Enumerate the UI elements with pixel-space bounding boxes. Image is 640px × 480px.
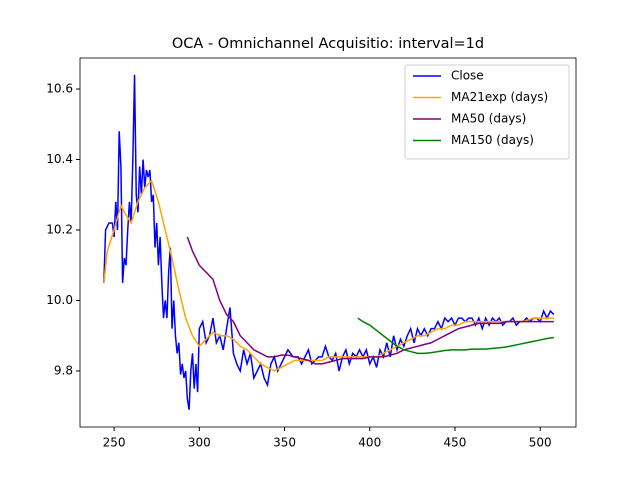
line-series — [186, 236, 554, 365]
x-tick-label: 300 — [188, 436, 211, 450]
legend-label: MA21exp (days) — [451, 90, 548, 104]
chart-title: OCA - Omnichannel Acquisitio: interval=1… — [172, 36, 484, 52]
x-tick-label: 500 — [529, 436, 552, 450]
legend-label: MA50 (days) — [451, 112, 526, 126]
x-tick-label: 250 — [103, 436, 126, 450]
plot-frame — [79, 57, 577, 428]
line-series — [103, 74, 555, 410]
x-tick-label: 400 — [358, 436, 381, 450]
x-tick-label: 450 — [444, 436, 467, 450]
y-tick-label: 10.2 — [46, 222, 73, 236]
y-tick-label: 10.0 — [46, 293, 73, 307]
line-series — [357, 317, 554, 355]
y-tick-label: 10.4 — [46, 152, 73, 166]
legend-box — [404, 64, 570, 160]
y-tick-label: 9.8 — [54, 363, 73, 377]
line-series — [103, 179, 554, 372]
x-tick-label: 350 — [273, 436, 296, 450]
legend-label: MA150 (days) — [451, 133, 534, 147]
y-tick-label: 10.6 — [46, 82, 73, 96]
legend-label: Close — [451, 69, 484, 83]
